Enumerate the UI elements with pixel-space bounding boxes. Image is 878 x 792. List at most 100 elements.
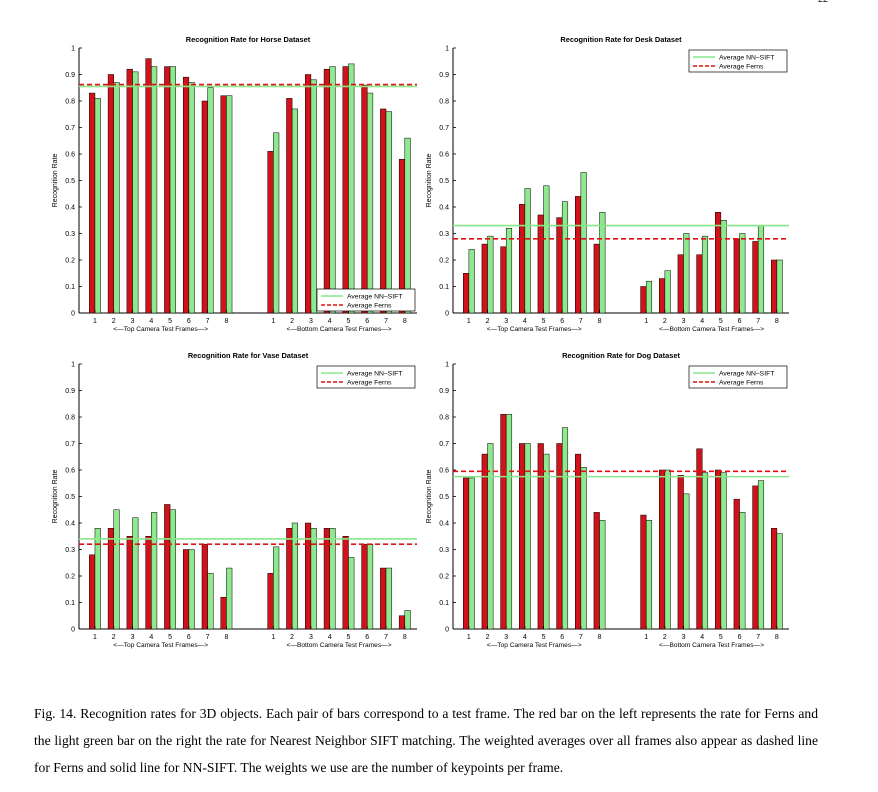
x-tick-label: 4 [700, 634, 704, 641]
x-tick-label: 6 [187, 634, 191, 641]
bar-ferns [556, 217, 563, 314]
x-tick-label: 6 [738, 634, 742, 641]
chart-panel-4: Recognition Rate for Dog Dataset Recognit… [426, 351, 789, 649]
x-tick-label: 6 [560, 634, 564, 641]
bar-ferns [126, 536, 133, 630]
bar-nn-sift [404, 610, 411, 630]
x-tick-label: 7 [384, 634, 388, 641]
bar-ferns [220, 596, 227, 630]
bar-nn-sift [273, 546, 280, 630]
bar-ferns [164, 504, 171, 630]
y-tick-label: 0.1 [439, 600, 449, 607]
bar-ferns [398, 615, 406, 630]
y-tick-label: 0.9 [65, 72, 75, 79]
x-tick-label: 7 [206, 634, 210, 641]
bar-ferns [342, 536, 349, 630]
chart-panel-1: Recognition Rate for Horse Dataset Recogn… [52, 35, 417, 333]
bar-nn-sift [169, 509, 176, 630]
x-tick-label: 6 [560, 318, 564, 325]
bar-ferns [463, 477, 470, 630]
bar-nn-sift [468, 249, 475, 314]
y-tick-label: 0.4 [439, 205, 449, 212]
x-group-label: <—Top Camera Test Frames—> [113, 326, 208, 333]
x-tick-label: 7 [756, 634, 760, 641]
legend-label-nn-sift: Average NN–SIFT [719, 371, 774, 378]
bar-nn-sift [599, 520, 606, 630]
bar-ferns [500, 414, 507, 630]
x-tick-label: 7 [579, 318, 583, 325]
x-tick-label: 4 [328, 634, 332, 641]
x-group-label: <—Bottom Camera Test Frames—> [659, 326, 764, 333]
x-tick-label: 5 [719, 634, 723, 641]
bar-nn-sift [645, 280, 653, 314]
bar-ferns [267, 151, 274, 314]
x-tick-label: 5 [347, 318, 351, 325]
chart-title: Recognition Rate for Dog Dataset [562, 351, 680, 360]
bar-nn-sift [701, 472, 709, 630]
x-tick-label: 5 [719, 318, 723, 325]
x-tick-label: 2 [486, 634, 490, 641]
y-tick-label: 0.9 [65, 388, 75, 395]
x-tick-label: 1 [93, 318, 97, 325]
bar-nn-sift [188, 82, 195, 314]
y-tick-label: 0.5 [65, 178, 75, 185]
x-tick-label: 1 [467, 318, 471, 325]
y-axis-label: Recognition Rate [426, 154, 433, 208]
bar-ferns [715, 469, 722, 630]
bar-ferns [164, 66, 171, 314]
y-tick-label: 0.9 [439, 72, 449, 79]
bar-nn-sift [207, 87, 214, 314]
y-tick-label: 0.8 [65, 415, 75, 422]
x-group-label: <—Top Camera Test Frames—> [487, 642, 582, 649]
legend-label-ferns: Average Ferns [719, 64, 764, 71]
y-tick-label: 0.8 [439, 415, 449, 422]
x-tick-label: 1 [644, 634, 648, 641]
legend-label-ferns: Average Ferns [347, 303, 392, 310]
bar-ferns [201, 100, 208, 314]
bar-nn-sift [487, 443, 494, 630]
bar-ferns [771, 259, 778, 314]
bar-ferns [593, 512, 600, 630]
y-tick-label: 0.1 [439, 284, 449, 291]
bar-nn-sift [385, 567, 392, 630]
bar-nn-sift [701, 235, 709, 314]
bar-nn-sift [348, 557, 355, 630]
y-tick-label: 0.6 [65, 468, 75, 475]
y-tick-label: 0.5 [439, 494, 449, 501]
y-tick-label: 0.5 [65, 494, 75, 501]
bar-nn-sift [310, 79, 317, 314]
bar-ferns [537, 214, 544, 314]
bar-nn-sift [291, 522, 299, 630]
y-tick-label: 0.8 [439, 99, 449, 106]
x-tick-label: 3 [309, 634, 313, 641]
bar-ferns [463, 273, 470, 314]
x-tick-label: 6 [187, 318, 191, 325]
x-tick-label: 2 [290, 318, 294, 325]
bar-nn-sift [94, 528, 101, 630]
x-tick-label: 2 [290, 634, 294, 641]
bar-nn-sift [683, 233, 690, 314]
bar-ferns [323, 68, 330, 314]
y-tick-label: 0.7 [65, 441, 75, 448]
y-tick-label: 0.6 [65, 152, 75, 159]
bar-nn-sift [404, 137, 411, 314]
x-tick-label: 2 [486, 318, 490, 325]
bar-nn-sift [132, 71, 139, 314]
chart-title: Recognition Rate for Horse Dataset [186, 35, 311, 44]
bar-ferns [342, 66, 349, 314]
y-tick-label: 0 [445, 311, 449, 318]
page-number: 22 [818, 0, 828, 5]
x-tick-label: 6 [738, 318, 742, 325]
bar-nn-sift [151, 66, 158, 314]
y-tick-label: 0.4 [65, 521, 75, 528]
bar-ferns [220, 95, 227, 314]
bar-ferns [481, 243, 488, 314]
chart-panel-3: Recognition Rate for Vase Dataset Recogni… [52, 351, 417, 649]
bar-ferns [267, 573, 274, 630]
y-tick-label: 0.6 [439, 152, 449, 159]
bar-nn-sift [348, 63, 355, 314]
figure-caption: Fig. 14. Recognition rates for 3D object… [34, 705, 818, 775]
x-tick-label: 4 [328, 318, 332, 325]
x-tick-label: 3 [131, 318, 135, 325]
bar-nn-sift [329, 528, 336, 630]
